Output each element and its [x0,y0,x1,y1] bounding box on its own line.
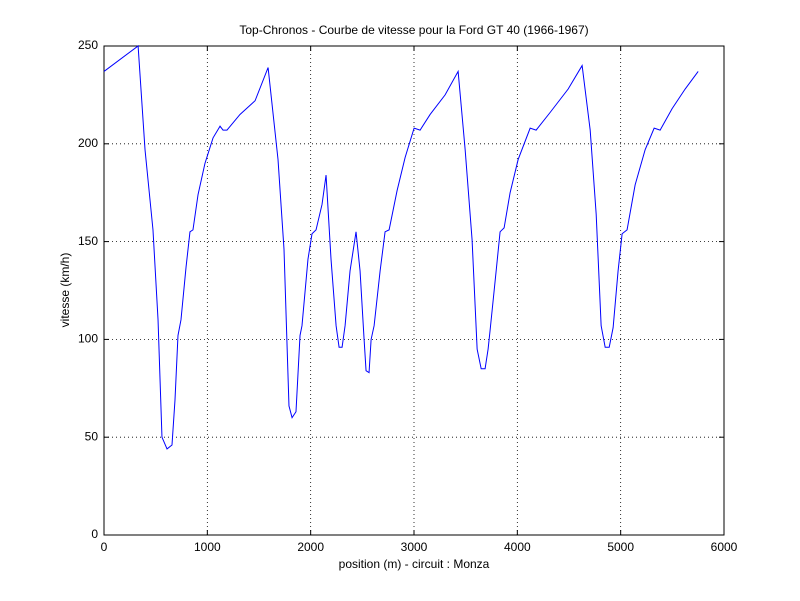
y-axis-label: vitesse (km/h) [58,253,72,328]
axes-box [103,45,725,536]
speed-line [103,45,699,450]
y-tick-label: 0 [91,527,98,541]
x-tick-label: 1000 [194,540,221,554]
x-tick-label: 3000 [401,540,428,554]
chart-title: Top-Chronos - Courbe de vitesse pour la … [239,23,588,37]
y-tick-label: 200 [78,136,98,150]
x-tick-label: 0 [101,540,108,554]
x-tick-label: 6000 [711,540,738,554]
y-tick-label: 250 [78,38,98,52]
y-tick-label: 100 [78,332,98,346]
y-tick-label: 50 [85,429,99,443]
x-tick-label: 5000 [607,540,634,554]
x-tick-label: 4000 [504,540,531,554]
y-tick-label: 150 [78,234,98,248]
x-tick-label: 2000 [297,540,324,554]
x-axis-label: position (m) - circuit : Monza [339,557,490,571]
